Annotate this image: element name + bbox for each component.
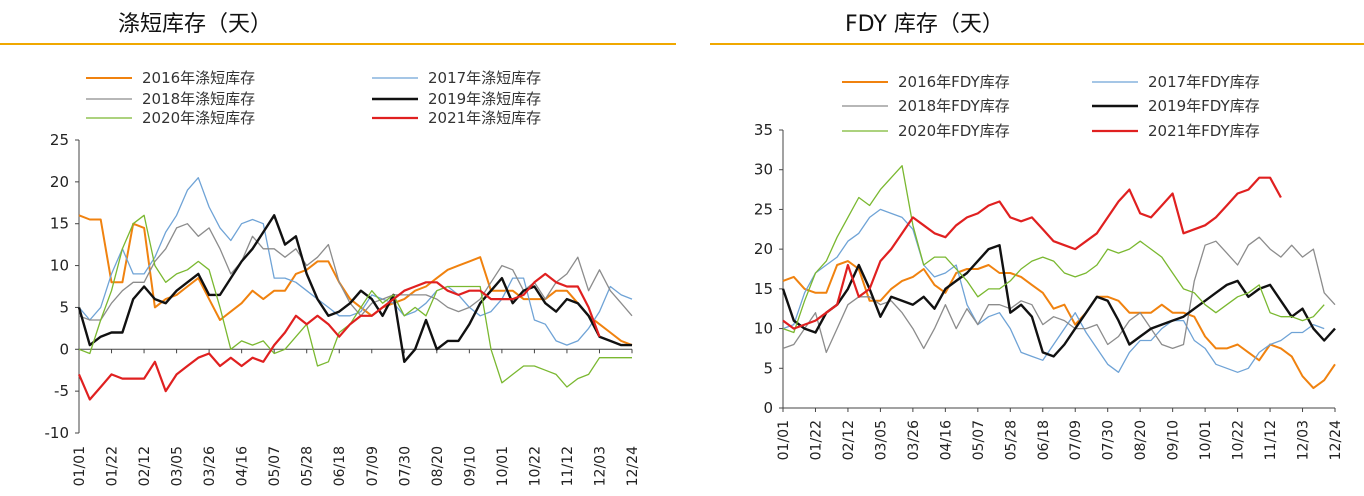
- x-tick-label: 08/20: [1133, 420, 1149, 460]
- legend-label-s2021: 2021年FDY库存: [1148, 122, 1260, 140]
- y-tick-label: 0: [59, 340, 69, 358]
- series-line-s2017: [782, 208, 1325, 373]
- x-tick-label: 06/18: [1036, 420, 1052, 460]
- legend-label-s2017: 2017年FDY库存: [1148, 73, 1260, 91]
- series-line-s2021: [77, 272, 601, 401]
- legend-label-s2018: 2018年FDY库存: [898, 97, 1010, 115]
- legend-label-s2019: 2019年FDY库存: [1148, 97, 1260, 115]
- x-tick-label: 10/01: [495, 446, 511, 486]
- y-tick-label: 10: [754, 320, 773, 338]
- legend-label-s2016: 2016年FDY库存: [898, 73, 1010, 91]
- x-tick-label: 03/26: [906, 420, 922, 460]
- x-tick-label: 12/24: [1328, 420, 1344, 460]
- y-tick-label: -5: [54, 382, 69, 400]
- series-line-s2016: [78, 214, 633, 347]
- x-tick-label: 01/01: [72, 446, 88, 486]
- x-tick-label: 05/28: [1003, 420, 1019, 460]
- legend-label-s2016: 2016年涤短库存: [142, 69, 255, 87]
- x-tick-label: 01/22: [808, 420, 824, 460]
- y-tick-label: 0: [763, 399, 773, 417]
- staple-inventory-chart: -10 -5 0 5 10 15 20 25 01/01 01/22 02/12 03/05 03/26…: [45, 69, 642, 486]
- x-tick-label: 09/10: [462, 446, 478, 486]
- y-tick-label: 25: [754, 200, 773, 218]
- x-tick-label: 07/09: [365, 446, 381, 486]
- x-tick-label: 05/28: [300, 446, 316, 486]
- y-tick-label: 10: [50, 257, 69, 275]
- legend-label-s2017: 2017年涤短库存: [428, 69, 541, 87]
- x-tick-label: 07/30: [397, 446, 413, 486]
- y-tick-label: 20: [50, 173, 69, 191]
- x-tick-label: 06/18: [332, 446, 348, 486]
- x-tick-label: 10/01: [1198, 420, 1214, 460]
- y-tick-label: 5: [763, 359, 773, 377]
- x-tick-label: 05/07: [267, 446, 283, 486]
- series-line-s2017: [78, 177, 633, 346]
- series-line-s2020: [78, 214, 632, 388]
- x-tick-label: 01/01: [776, 420, 792, 460]
- chart-title-polyester-staple: 涤短库存（天）: [118, 12, 273, 37]
- y-tick-label: 20: [754, 240, 773, 258]
- title-underline-left: [0, 43, 676, 45]
- y-tick-label: 5: [59, 298, 69, 316]
- y-tick-label: 35: [754, 121, 773, 139]
- x-tick-label: 10/22: [1231, 420, 1247, 460]
- x-tick-label: 02/12: [137, 446, 153, 486]
- x-tick-label: 03/05: [873, 420, 889, 460]
- legend-label-s2019: 2019年涤短库存: [428, 90, 541, 108]
- x-tick-label: 08/20: [430, 446, 446, 486]
- y-tick-label: 25: [50, 131, 69, 149]
- x-tick-label: 07/09: [1068, 420, 1084, 460]
- x-tick-label: 09/10: [1166, 420, 1182, 460]
- x-tick-label: 03/26: [202, 446, 218, 486]
- series-line-s2020: [782, 165, 1325, 334]
- fdy-inventory-chart: 0 5 10 15 20 25 30 35 01/01 01/22 02/12 03/05 03/26 0…: [754, 73, 1344, 460]
- x-tick-label: 10/22: [527, 446, 543, 486]
- legend-label-s2020: 2020年涤短库存: [142, 109, 255, 127]
- series-line-s2021: [782, 176, 1282, 330]
- x-tick-label: 03/05: [170, 446, 186, 486]
- x-tick-label: 12/03: [1296, 420, 1312, 460]
- legend-label-s2018: 2018年涤短库存: [142, 90, 255, 108]
- x-tick-label: 05/07: [971, 420, 987, 460]
- series-line-s2019: [781, 243, 1336, 358]
- series-line-s2019: [77, 214, 632, 363]
- legend-label-s2020: 2020年FDY库存: [898, 122, 1010, 140]
- legend-label-s2021: 2021年涤短库存: [428, 109, 541, 127]
- y-tick-label: 15: [50, 215, 69, 233]
- title-underline-right: [710, 43, 1364, 45]
- x-tick-label: 07/30: [1101, 420, 1117, 460]
- x-tick-label: 04/16: [235, 446, 251, 486]
- series-line-s2018: [78, 223, 633, 321]
- x-tick-label: 12/24: [625, 446, 641, 486]
- x-tick-label: 11/12: [560, 446, 576, 486]
- x-tick-label: 12/03: [592, 446, 608, 486]
- y-tick-label: 15: [754, 280, 773, 298]
- x-tick-label: 01/22: [105, 446, 121, 486]
- chart-title-fdy: FDY 库存（天）: [845, 12, 1004, 37]
- x-tick-label: 04/16: [938, 420, 954, 460]
- y-tick-label: -10: [45, 424, 70, 442]
- y-tick-label: 30: [754, 161, 773, 179]
- x-tick-label: 11/12: [1263, 420, 1279, 460]
- x-tick-label: 02/12: [841, 420, 857, 460]
